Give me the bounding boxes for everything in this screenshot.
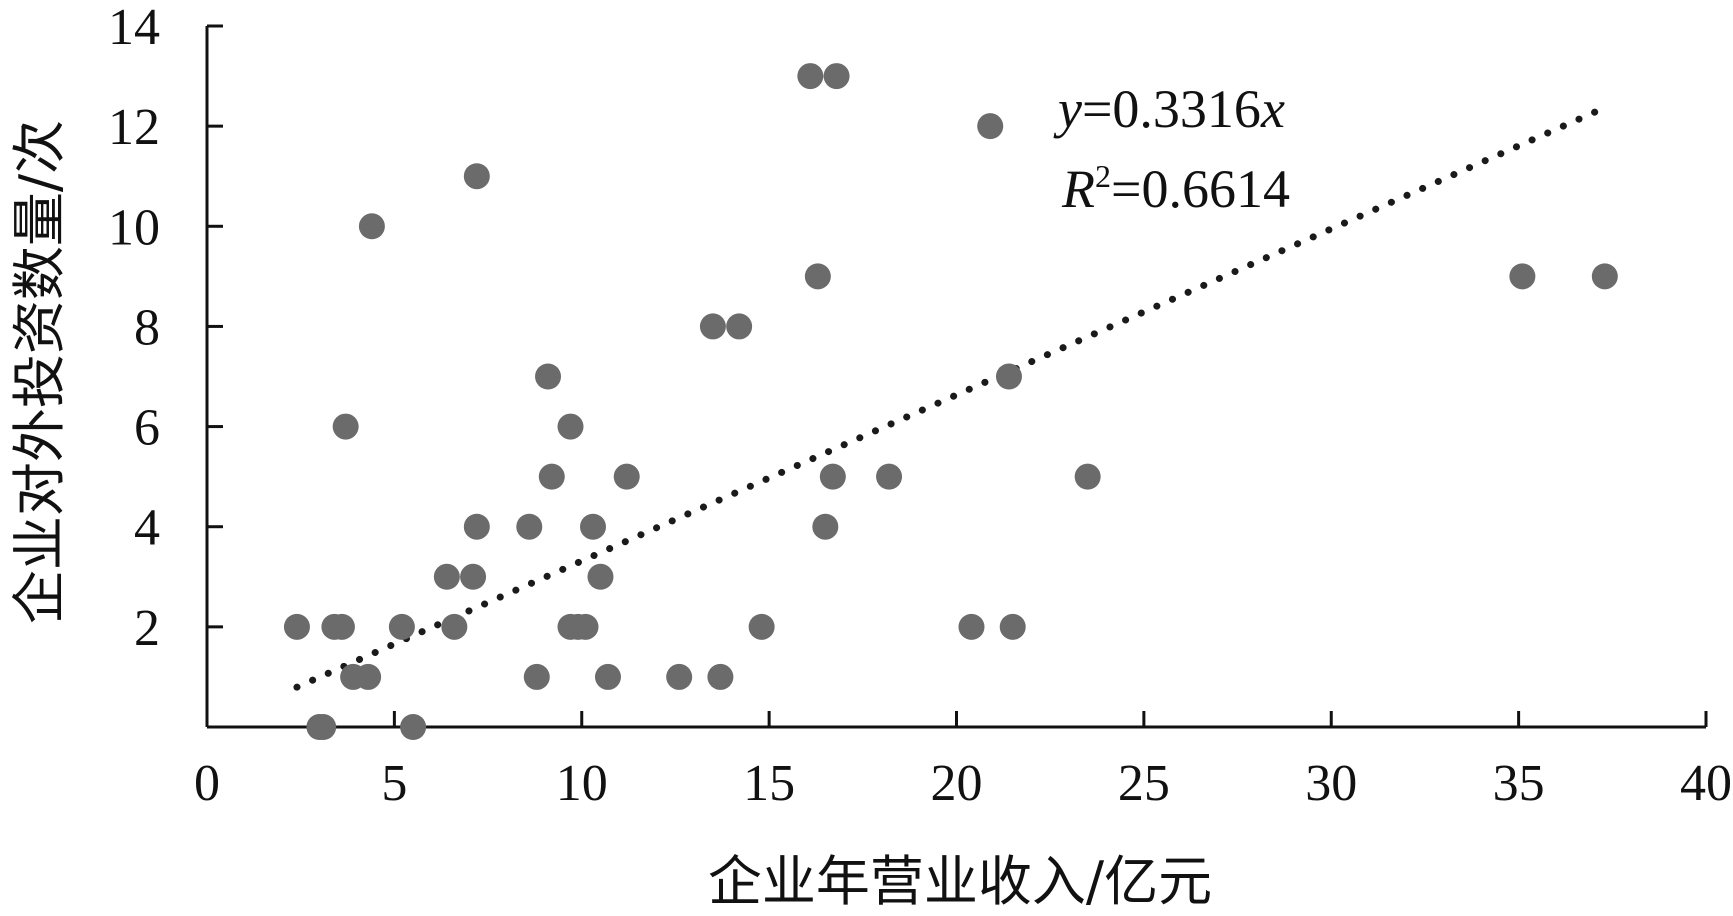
data-point — [463, 163, 490, 190]
plot-area: 0 5 10 15 20 25 30 35 40 2 4 6 8 10 12 14 — [108, 0, 1732, 812]
data-point — [804, 263, 831, 290]
y-tick-label: 2 — [134, 600, 160, 657]
data-point — [1591, 263, 1618, 290]
data-point — [587, 563, 614, 590]
x-axis-title: 企业年营业收入/亿元 — [708, 850, 1212, 913]
y-axis-title: 企业对外投资数量/次 — [8, 120, 71, 624]
y-tick-label: 10 — [108, 199, 160, 256]
y-tick-label: 12 — [108, 99, 160, 156]
data-point — [1074, 463, 1101, 490]
x-tick-label: 10 — [556, 755, 608, 812]
data-point — [441, 613, 468, 640]
x-tick-label: 35 — [1493, 755, 1545, 812]
data-point — [726, 313, 753, 340]
equation-rest: =0.3316 — [1082, 79, 1261, 139]
y-tick-label: 4 — [134, 500, 160, 557]
data-point — [797, 63, 824, 90]
data-point — [460, 563, 487, 590]
x-tick-label: 5 — [381, 755, 407, 812]
data-point — [538, 463, 565, 490]
x-tick-label: 40 — [1680, 755, 1732, 812]
data-point — [283, 613, 310, 640]
data-point — [400, 714, 427, 740]
x-tick-label: 0 — [194, 755, 220, 812]
data-point — [516, 513, 543, 540]
x-tick-label: 25 — [1118, 755, 1170, 812]
data-points — [283, 63, 1618, 740]
data-point — [1509, 263, 1536, 290]
data-point — [999, 613, 1026, 640]
trend-equation: y=0.3316x — [1053, 79, 1285, 139]
data-point — [594, 663, 621, 690]
data-point — [535, 363, 562, 390]
data-point — [355, 663, 382, 690]
data-point — [557, 413, 584, 440]
data-point — [748, 613, 775, 640]
equation-x: x — [1260, 79, 1285, 139]
equation-y: y — [1053, 79, 1082, 139]
y-tick-label: 6 — [134, 400, 160, 457]
data-point — [358, 213, 385, 240]
x-tick-label: 15 — [743, 755, 795, 812]
data-point — [328, 613, 355, 640]
data-point — [707, 663, 734, 690]
data-point — [812, 513, 839, 540]
data-point — [332, 413, 359, 440]
data-point — [666, 663, 693, 690]
x-tick-label: 30 — [1305, 755, 1357, 812]
data-point — [977, 113, 1004, 140]
data-point — [958, 613, 985, 640]
data-point — [995, 363, 1022, 390]
data-point — [876, 463, 903, 490]
r-squared: R2=0.6614 — [1061, 158, 1290, 219]
r2-r: R — [1061, 159, 1095, 219]
y-tick-label: 14 — [108, 0, 160, 56]
r2-rest: =0.6614 — [1111, 159, 1290, 219]
data-point — [579, 513, 606, 540]
data-point — [310, 714, 337, 740]
data-point — [819, 463, 846, 490]
x-axis-ticks: 0 5 10 15 20 25 30 35 40 — [194, 711, 1732, 812]
data-point — [463, 513, 490, 540]
y-tick-label: 8 — [134, 299, 160, 356]
data-point — [572, 613, 599, 640]
data-point — [613, 463, 640, 490]
y-axis-ticks: 2 4 6 8 10 12 14 — [108, 0, 223, 657]
data-point — [699, 313, 726, 340]
trendline — [293, 104, 1609, 691]
r2-superscript: 2 — [1095, 158, 1111, 194]
data-point — [823, 63, 850, 90]
data-point — [523, 663, 550, 690]
x-tick-label: 20 — [931, 755, 983, 812]
data-point — [433, 563, 460, 590]
data-point — [388, 613, 415, 640]
